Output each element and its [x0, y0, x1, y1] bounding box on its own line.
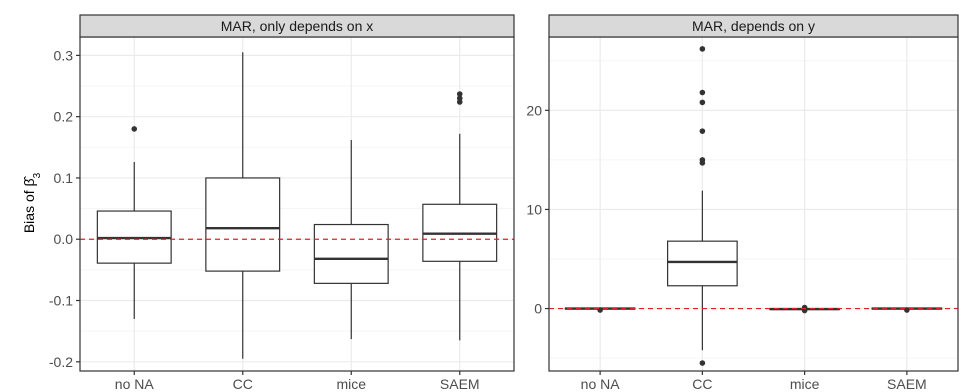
box-mice: [313, 139, 389, 340]
facet-title: MAR, depends on y: [692, 18, 815, 34]
y-tick-label: 20: [526, 102, 542, 118]
x-tick-label: mice: [336, 376, 366, 392]
panel-mar-depends-on-y: MAR, depends on y 0 10 20 no NA CC mice SAEM: [526, 14, 959, 392]
y-tick-label: 0.0: [54, 231, 74, 247]
panel-mar-only-depends-on-x: MAR, only depends on x -0.2 -0.1 0.0 0.1 0.2 0…: [49, 14, 515, 392]
outlier-point: [801, 304, 808, 311]
outlier-point: [456, 95, 463, 102]
box-cc: [205, 52, 281, 359]
x-tick-label: SAEM: [440, 376, 480, 392]
y-tick-label: 0: [534, 301, 542, 317]
facet-title: MAR, only depends on x: [221, 18, 374, 34]
y-axis-title: Bias of β̂3: [21, 172, 43, 233]
y-tick-label: 10: [526, 201, 542, 217]
box-saem: [422, 91, 498, 341]
y-axis-title-text: Bias of β̂3: [21, 172, 43, 233]
outlier-point: [699, 46, 706, 52]
outlier-point: [131, 126, 138, 132]
outlier-point: [699, 89, 706, 96]
iqr-box: [313, 223, 389, 284]
x-tick-label: mice: [790, 376, 820, 392]
panel-background: [549, 37, 958, 371]
iqr-box: [205, 177, 281, 272]
iqr-box: [667, 240, 738, 287]
box-cc: [667, 46, 738, 366]
facet-strip: [79, 14, 515, 38]
x-tick-label: SAEM: [887, 376, 927, 392]
y-tick-label: 0.1: [54, 170, 74, 186]
box-no-na: [96, 126, 172, 319]
facet-strip: [548, 14, 959, 38]
x-tick-label: CC: [692, 376, 712, 392]
y-tick-label: -0.1: [49, 293, 73, 309]
x-tick-label: no NA: [115, 376, 155, 392]
outlier-point: [699, 128, 706, 134]
y-tick-label: 0.2: [54, 109, 74, 125]
outlier-point: [699, 99, 706, 106]
outlier-point: [699, 360, 706, 366]
x-tick-label: CC: [233, 376, 253, 392]
x-tick-label: no NA: [581, 376, 621, 392]
outlier-point: [699, 157, 706, 163]
y-tick-label: -0.2: [49, 354, 73, 370]
outlier-point: [456, 91, 463, 97]
y-tick-label: 0.3: [54, 47, 74, 63]
outlier-point: [904, 307, 910, 313]
